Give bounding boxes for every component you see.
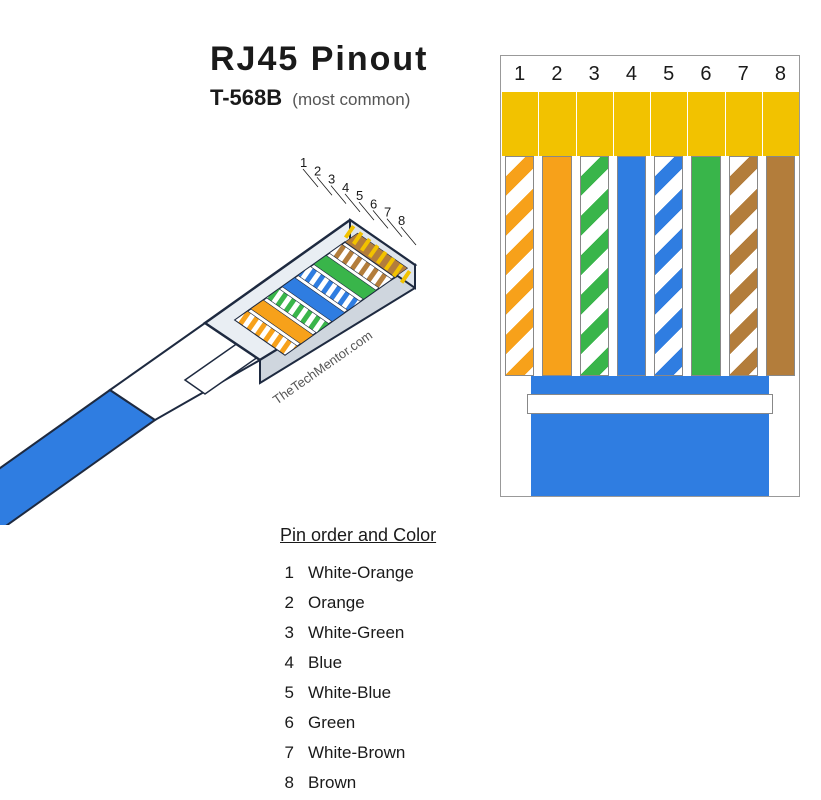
page-title: RJ45 Pinout — [210, 40, 470, 79]
pin-order-row: 7 White-Brown — [280, 738, 436, 768]
pin-order-number: 3 — [280, 618, 294, 648]
chart-pin-number: 4 — [613, 56, 650, 92]
connector-pin-number: 7 — [384, 205, 391, 220]
pin-order-row: 2 Orange — [280, 588, 436, 618]
chart-wire — [505, 156, 534, 376]
chart-pin-contact — [725, 92, 762, 156]
pin-order-label: Green — [308, 708, 355, 738]
chart-wire — [580, 156, 609, 376]
pin-order-number: 6 — [280, 708, 294, 738]
chart-pin-number: 7 — [725, 56, 762, 92]
wire-chart: 12345678 — [500, 55, 800, 497]
connector-pin-number: 4 — [342, 180, 349, 195]
chart-wire — [691, 156, 720, 376]
pin-order-label: Orange — [308, 588, 365, 618]
chart-pin-number: 5 — [650, 56, 687, 92]
chart-wire — [542, 156, 571, 376]
pin-order-number: 2 — [280, 588, 294, 618]
chart-pin-contact — [576, 92, 613, 156]
chart-pin-contact — [613, 92, 650, 156]
chart-pin-number: 1 — [501, 56, 538, 92]
wire-chart-header: 12345678 — [501, 56, 799, 92]
pin-order-number: 4 — [280, 648, 294, 678]
chart-pin-contact — [538, 92, 575, 156]
chart-pin-number: 3 — [576, 56, 613, 92]
chart-wire — [729, 156, 758, 376]
pin-order-label: White-Blue — [308, 678, 391, 708]
wire-chart-jacket — [531, 376, 769, 496]
connector-pin-number: 8 — [398, 213, 405, 228]
chart-pin-contact — [687, 92, 724, 156]
chart-pin-number: 6 — [687, 56, 724, 92]
connector-pin-number: 6 — [370, 196, 377, 211]
chart-wire — [654, 156, 683, 376]
wire-chart-wires — [501, 156, 799, 376]
pin-order-number: 1 — [280, 558, 294, 588]
pin-order-label: White-Brown — [308, 738, 405, 768]
pin-order-label: White-Orange — [308, 558, 414, 588]
chart-pin-number: 8 — [762, 56, 799, 92]
chart-wire — [617, 156, 646, 376]
chart-wire — [766, 156, 795, 376]
pin-order-row: 3 White-Green — [280, 618, 436, 648]
pin-order-number: 5 — [280, 678, 294, 708]
chart-pin-contact — [762, 92, 799, 156]
pin-order-row: 5 White-Blue — [280, 678, 436, 708]
pin-order-row: 6 Green — [280, 708, 436, 738]
pin-order-table: Pin order and Color 1 White-Orange2 Oran… — [280, 520, 436, 798]
pin-order-row: 4 Blue — [280, 648, 436, 678]
pin-order-row: 1 White-Orange — [280, 558, 436, 588]
chart-pin-number: 2 — [538, 56, 575, 92]
chart-pin-contact — [501, 92, 538, 156]
pin-order-number: 7 — [280, 738, 294, 768]
chart-pin-contact — [650, 92, 687, 156]
pin-order-label: Brown — [308, 768, 356, 798]
pin-order-number: 8 — [280, 768, 294, 798]
pin-order-label: Blue — [308, 648, 342, 678]
connector-pin-number: 2 — [314, 163, 321, 178]
pin-order-row: 8 Brown — [280, 768, 436, 798]
pin-order-label: White-Green — [308, 618, 404, 648]
connector-pin-number: 3 — [328, 172, 335, 187]
wire-chart-pins — [501, 92, 799, 156]
cable — [0, 390, 155, 525]
connector-pin-number: 5 — [356, 188, 363, 203]
connector-pin-number: 1 — [300, 155, 307, 170]
rj45-connector-diagram: 12345678 — [0, 105, 500, 525]
